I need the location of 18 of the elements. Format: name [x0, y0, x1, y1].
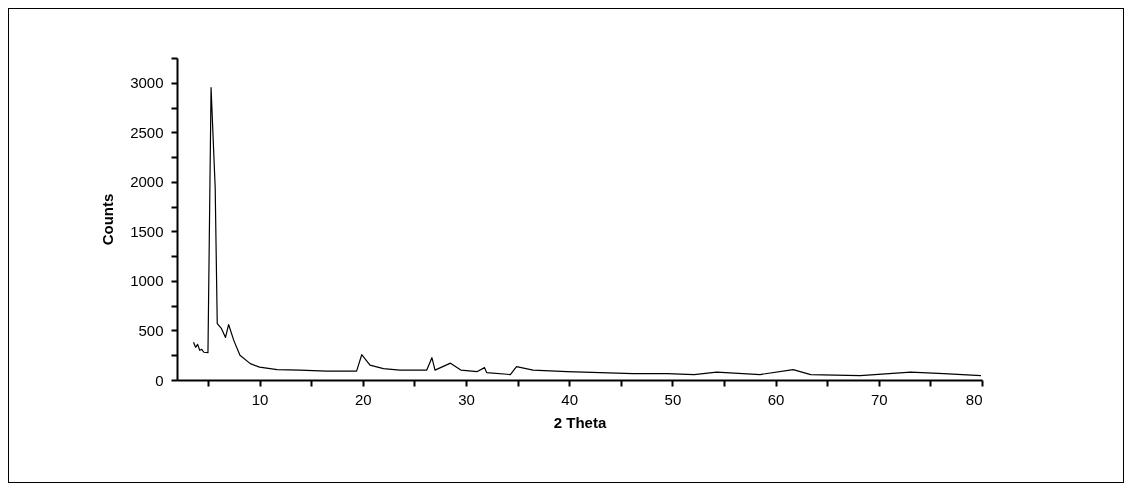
x-tick-label: 60: [767, 390, 785, 408]
y-tick-label: 2500: [130, 123, 164, 141]
x-tick-label: 10: [251, 390, 269, 408]
x-tick-label: 30: [458, 390, 475, 408]
y-tick-label: 500: [138, 321, 164, 339]
x-tick-label: 40: [561, 390, 579, 408]
y-tick-label: 1000: [130, 272, 164, 290]
y-tick-label: 2000: [130, 173, 164, 191]
x-axis-title: 2 Theta: [553, 413, 607, 431]
x-tick-label: 70: [870, 390, 888, 408]
x-tick-label: 20: [354, 390, 372, 408]
y-tick-label: 3000: [130, 74, 164, 92]
y-tick-label: 0: [155, 371, 164, 389]
y-tick-label: 1500: [130, 222, 164, 240]
x-tick-label: 80: [965, 390, 983, 408]
y-axis-title: Counts: [99, 193, 117, 246]
line-series: [192, 87, 982, 377]
x-tick-label: 50: [664, 390, 682, 408]
